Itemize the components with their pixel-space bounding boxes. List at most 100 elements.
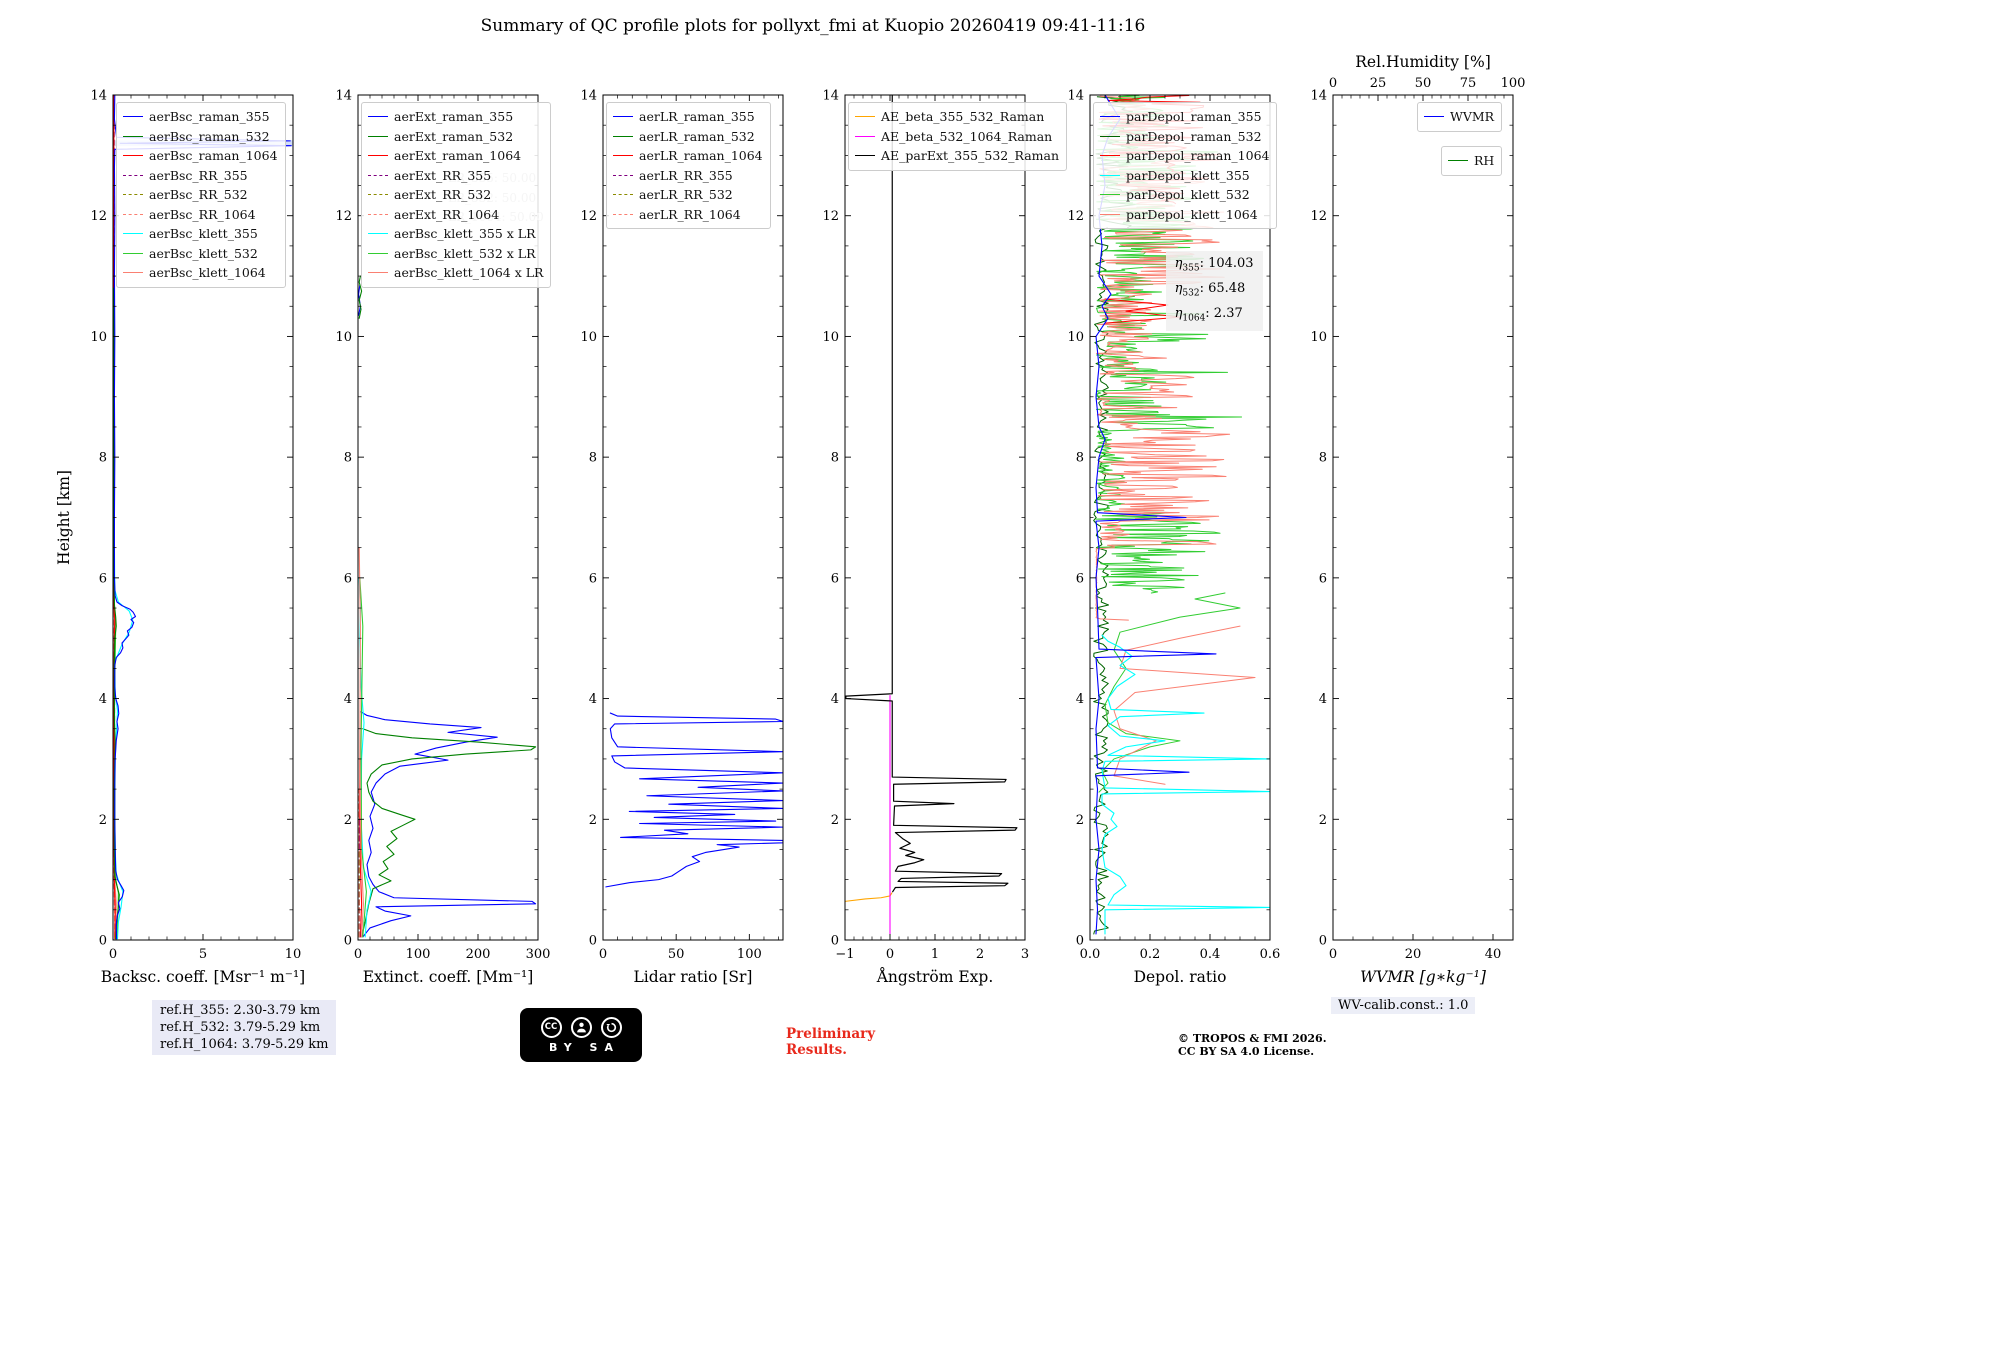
y-tick-label: 10 bbox=[335, 330, 352, 345]
series-aerLR_raman_355 bbox=[605, 712, 783, 888]
legend-label: aerBsc_klett_532 bbox=[149, 245, 258, 261]
panel-wvmr: 0 20 40 0 2 4 6 8 10 12 14 WVMR [g∗kg⁻¹] 0 25 50 75 100 R… bbox=[1310, 53, 1525, 986]
legend-entry: aerLR_raman_1064 bbox=[613, 146, 763, 166]
x-tick-label: 0.2 bbox=[1140, 947, 1161, 962]
legend-entry: aerBsc_RR_1064 bbox=[123, 205, 278, 225]
legend-line-sample bbox=[613, 174, 633, 176]
wv-calibration-note: WV-calib.const.: 1.0 bbox=[1331, 997, 1476, 1014]
legend-line-sample bbox=[123, 213, 143, 215]
legend-line-sample bbox=[855, 135, 875, 137]
legend-label: aerExt_raman_532 bbox=[394, 128, 514, 144]
legend-line-sample bbox=[1100, 213, 1120, 215]
y-tick-label: 14 bbox=[580, 89, 597, 104]
y-tick-label: 0 bbox=[1319, 934, 1327, 949]
x-tick-label: 0 bbox=[599, 947, 607, 962]
series-parDepol_raman_355 bbox=[1095, 95, 1217, 935]
y-tick-label: 12 bbox=[1310, 209, 1327, 224]
legend-label: parDepol_raman_532 bbox=[1126, 128, 1262, 144]
legend-line-sample bbox=[123, 155, 143, 157]
y-tick-label: 0 bbox=[589, 934, 597, 949]
legend-line-sample bbox=[1448, 160, 1468, 162]
y-tick-label: 2 bbox=[344, 813, 352, 828]
y-tick-label: 8 bbox=[1319, 451, 1327, 466]
legend-label: aerBsc_RR_1064 bbox=[149, 206, 256, 222]
legend-entry: aerLR_raman_532 bbox=[613, 127, 763, 147]
y-tick-label: 12 bbox=[822, 209, 839, 224]
legend-depol: parDepol_raman_355 parDepol_raman_532 parD… bbox=[1093, 102, 1278, 229]
ref-height-1064: ref.H_1064: 3.79-5.29 km bbox=[160, 1037, 329, 1052]
x-tick-label: 0.0 bbox=[1080, 947, 1101, 962]
series-parDepol_klett_532_low bbox=[1098, 592, 1241, 793]
legend-entry: aerLR_RR_532 bbox=[613, 185, 763, 205]
legend-line-sample bbox=[613, 213, 633, 215]
x-tick-label: 3 bbox=[1021, 947, 1029, 962]
series-parDepol_klett_1064_low bbox=[1113, 625, 1256, 785]
legend-label: aerLR_RR_355 bbox=[639, 167, 733, 183]
legend-label: aerBsc_klett_355 x LR bbox=[394, 226, 536, 242]
cc-icons-row: CC bbox=[540, 1016, 622, 1038]
x-tick-label: 2 bbox=[976, 947, 984, 962]
y-tick-label: 4 bbox=[99, 692, 107, 707]
legend-label: parDepol_klett_1064 bbox=[1126, 206, 1258, 222]
x-tick-label: 100 bbox=[737, 947, 762, 962]
legend-label: aerBsc_raman_532 bbox=[149, 128, 270, 144]
y-tick-label: 10 bbox=[822, 330, 839, 345]
legend-entry: aerExt_raman_355 bbox=[368, 107, 543, 127]
y-tick-label: 2 bbox=[831, 813, 839, 828]
series-parDepol_raman_532 bbox=[1093, 227, 1110, 935]
legend-lidar-ratio: aerLR_raman_355 aerLR_raman_532 aerLR_rama… bbox=[606, 102, 771, 229]
legend-label: WVMR bbox=[1450, 109, 1495, 125]
y-axis-label: Height [km] bbox=[55, 470, 73, 565]
x-tick-label: 100 bbox=[406, 947, 431, 962]
series-aerExt_raman_532_top bbox=[358, 275, 363, 319]
legend-entry: aerBsc_klett_355 bbox=[123, 224, 278, 244]
x-tick-label: 1 bbox=[931, 947, 939, 962]
legend-line-sample bbox=[1100, 155, 1120, 157]
legend-line-sample bbox=[368, 233, 388, 235]
y-tick-label: 8 bbox=[589, 451, 597, 466]
x-tick-label: 20 bbox=[1405, 947, 1422, 962]
y-tick-label: 12 bbox=[90, 209, 107, 224]
legend-entry: aerBsc_RR_355 bbox=[123, 166, 278, 186]
series-parDepol_klett_355 bbox=[1101, 634, 1270, 935]
legend-line-sample bbox=[368, 135, 388, 137]
legend-label: aerBsc_RR_532 bbox=[149, 187, 248, 203]
x-axis-label-lidar-ratio: Lidar ratio [Sr] bbox=[634, 968, 753, 986]
legend-label: aerBsc_raman_355 bbox=[149, 109, 270, 125]
series-aerBsc_klett_532_xLR bbox=[359, 577, 367, 938]
legend-label: RH bbox=[1474, 153, 1495, 169]
top-tick-label: 75 bbox=[1460, 76, 1477, 91]
legend-entry: aerExt_raman_532 bbox=[368, 127, 543, 147]
legend-label: aerBsc_klett_1064 bbox=[149, 265, 266, 281]
legend-label: AE_beta_532_1064_Raman bbox=[881, 128, 1053, 144]
series-aerBsc_klett_1064_xLR bbox=[358, 547, 364, 938]
legend-line-sample bbox=[123, 174, 143, 176]
legend-entry: aerBsc_raman_355 bbox=[123, 107, 278, 127]
legend-line-sample bbox=[613, 116, 633, 118]
legend-line-sample bbox=[855, 116, 875, 118]
legend-entry: WVMR bbox=[1424, 107, 1494, 127]
cc-badge-label: BY SA bbox=[548, 1040, 620, 1054]
x-tick-label: 40 bbox=[1485, 947, 1502, 962]
legend-label: aerBsc_raman_1064 bbox=[149, 148, 278, 164]
legend-label: aerExt_RR_1064 bbox=[394, 206, 500, 222]
legend-line-sample bbox=[368, 252, 388, 254]
legend-label: aerExt_RR_532 bbox=[394, 187, 492, 203]
y-tick-label: 12 bbox=[1067, 209, 1084, 224]
legend-line-sample bbox=[368, 155, 388, 157]
legend-entry: AE_beta_355_532_Raman bbox=[855, 107, 1059, 127]
y-tick-label: 10 bbox=[1067, 330, 1084, 345]
x-axis-label-extinction: Extinct. coeff. [Mm⁻¹] bbox=[363, 968, 534, 986]
legend-label: AE_parExt_355_532_Raman bbox=[881, 148, 1060, 164]
legend-line-sample bbox=[123, 252, 143, 254]
legend-label: aerExt_RR_355 bbox=[394, 167, 492, 183]
y-tick-label: 6 bbox=[1319, 571, 1327, 586]
series-aerBsc_raman_355 bbox=[113, 95, 292, 940]
legend-label: aerLR_raman_355 bbox=[639, 109, 755, 125]
legend-line-sample bbox=[368, 272, 388, 274]
panel-lidar-ratio: 0 50 100 0 2 4 6 8 10 12 14 Lidar ratio [Sr] bbox=[580, 89, 784, 986]
legend-label: aerBsc_klett_355 bbox=[149, 226, 258, 242]
legend-wvmr: RH bbox=[1441, 146, 1503, 176]
x-tick-label: 0 bbox=[109, 947, 117, 962]
